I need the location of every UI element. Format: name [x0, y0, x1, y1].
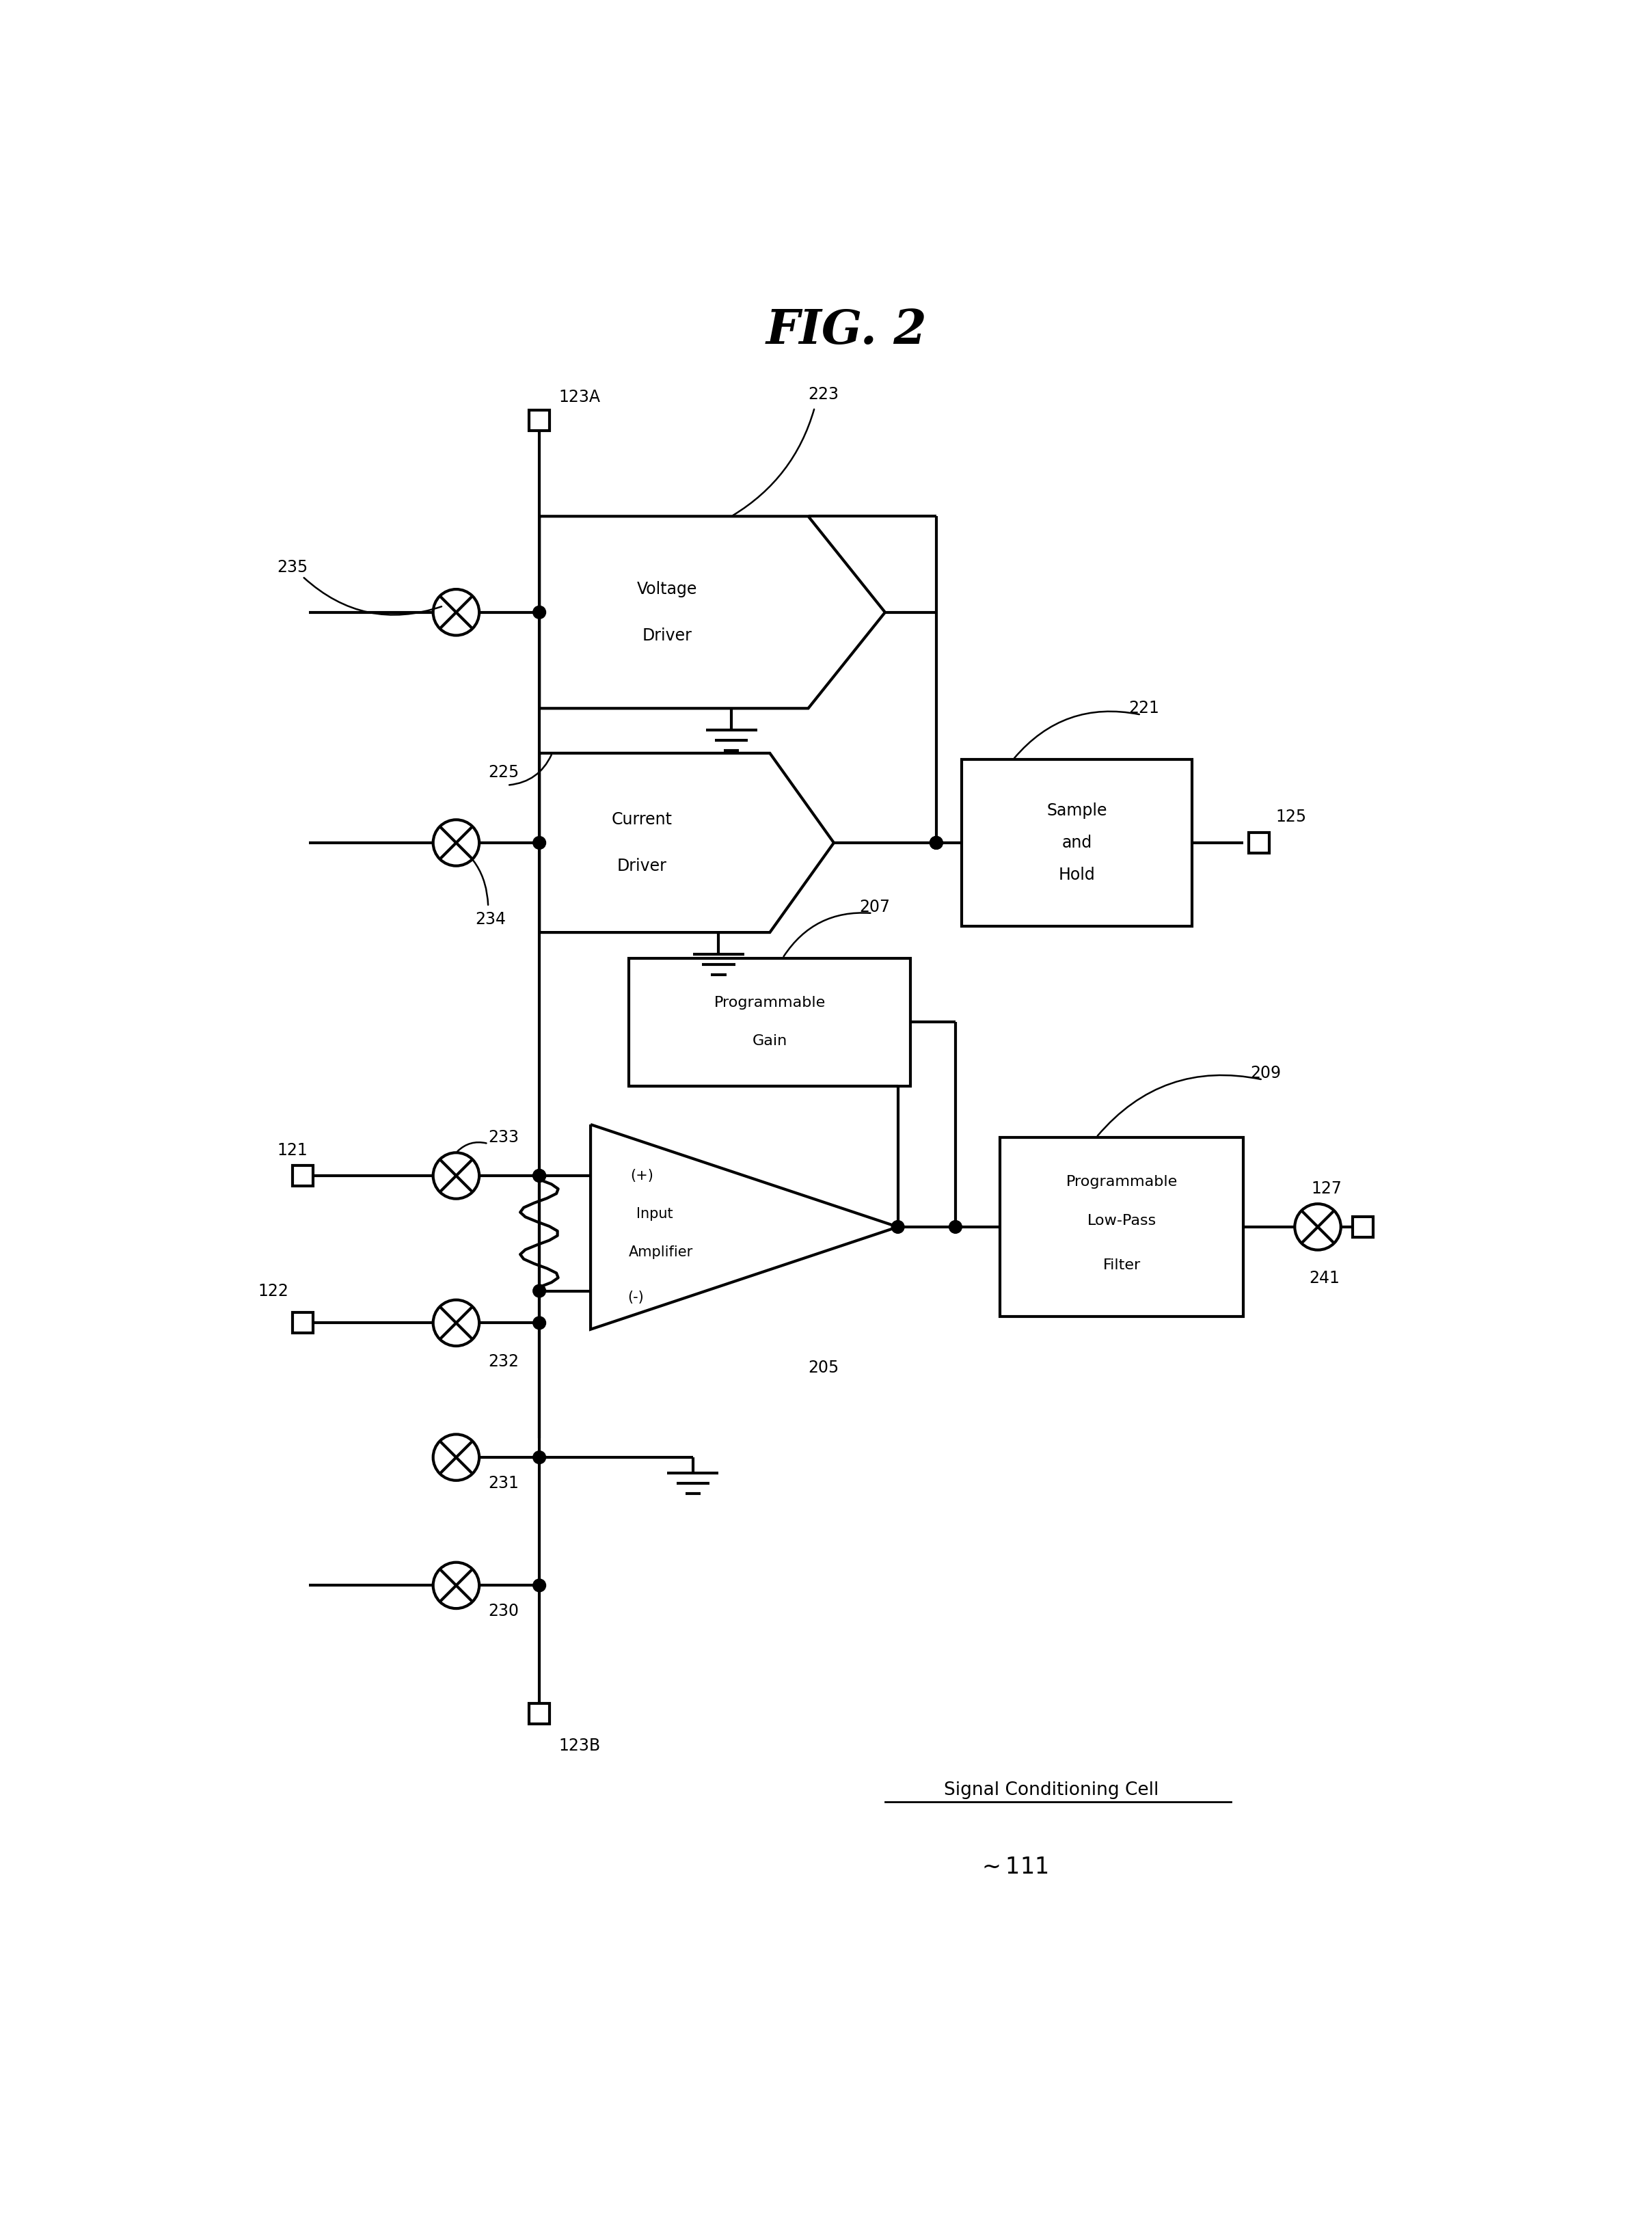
Text: 127: 127 — [1312, 1180, 1341, 1198]
Circle shape — [433, 1153, 479, 1198]
Text: 123B: 123B — [558, 1738, 600, 1753]
Text: 221: 221 — [1128, 700, 1160, 717]
Circle shape — [930, 837, 943, 850]
Text: $\sim$111: $\sim$111 — [978, 1855, 1049, 1877]
Circle shape — [433, 1300, 479, 1346]
Text: 209: 209 — [1251, 1065, 1280, 1080]
Text: Filter: Filter — [1104, 1258, 1142, 1273]
Text: 231: 231 — [489, 1475, 519, 1492]
Circle shape — [433, 589, 479, 635]
Bar — [999, 1138, 1244, 1317]
Text: Driver: Driver — [616, 857, 667, 875]
Circle shape — [534, 1579, 545, 1592]
Text: Amplifier: Amplifier — [629, 1246, 694, 1260]
Bar — [1249, 832, 1269, 852]
Text: 207: 207 — [859, 899, 890, 914]
Circle shape — [433, 1563, 479, 1607]
Bar — [292, 1165, 312, 1187]
Circle shape — [948, 1220, 961, 1233]
Circle shape — [534, 1169, 545, 1182]
Circle shape — [534, 1450, 545, 1463]
Text: 232: 232 — [489, 1353, 519, 1370]
Text: 234: 234 — [476, 912, 506, 928]
Text: 125: 125 — [1275, 808, 1307, 826]
Text: Gain: Gain — [752, 1034, 788, 1047]
Text: 223: 223 — [808, 387, 839, 403]
Text: and: and — [1062, 835, 1092, 850]
Text: (-): (-) — [628, 1291, 644, 1304]
Circle shape — [534, 1317, 545, 1328]
Circle shape — [930, 837, 943, 850]
Text: 123A: 123A — [558, 390, 600, 405]
Text: Input: Input — [636, 1207, 672, 1220]
Text: 205: 205 — [808, 1359, 839, 1375]
Text: 121: 121 — [278, 1142, 307, 1158]
Circle shape — [534, 837, 545, 850]
Text: 230: 230 — [489, 1603, 519, 1618]
Text: Low-Pass: Low-Pass — [1087, 1213, 1156, 1227]
Circle shape — [534, 607, 545, 618]
Text: 122: 122 — [258, 1282, 289, 1300]
Text: 235: 235 — [278, 560, 307, 576]
Bar — [961, 759, 1193, 925]
Text: FIG. 2: FIG. 2 — [767, 308, 927, 354]
Text: Current: Current — [611, 813, 672, 828]
Text: Signal Conditioning Cell: Signal Conditioning Cell — [943, 1782, 1160, 1800]
Circle shape — [1295, 1204, 1341, 1251]
Text: Programmable: Programmable — [1066, 1176, 1178, 1189]
Text: Hold: Hold — [1059, 866, 1095, 883]
Circle shape — [534, 1169, 545, 1182]
Text: Voltage: Voltage — [638, 580, 697, 598]
Bar — [529, 410, 550, 430]
Circle shape — [892, 1220, 904, 1233]
Text: 233: 233 — [489, 1129, 519, 1145]
Bar — [292, 1313, 312, 1333]
Bar — [1353, 1218, 1373, 1238]
Circle shape — [534, 1284, 545, 1297]
Bar — [529, 1703, 550, 1725]
Text: Sample: Sample — [1047, 801, 1107, 819]
Circle shape — [433, 1435, 479, 1481]
Text: 225: 225 — [489, 764, 519, 782]
Bar — [629, 959, 910, 1087]
Text: (+): (+) — [629, 1169, 654, 1182]
Text: Driver: Driver — [643, 627, 692, 644]
Text: Programmable: Programmable — [714, 996, 826, 1010]
Text: 241: 241 — [1308, 1271, 1340, 1286]
Circle shape — [433, 819, 479, 866]
